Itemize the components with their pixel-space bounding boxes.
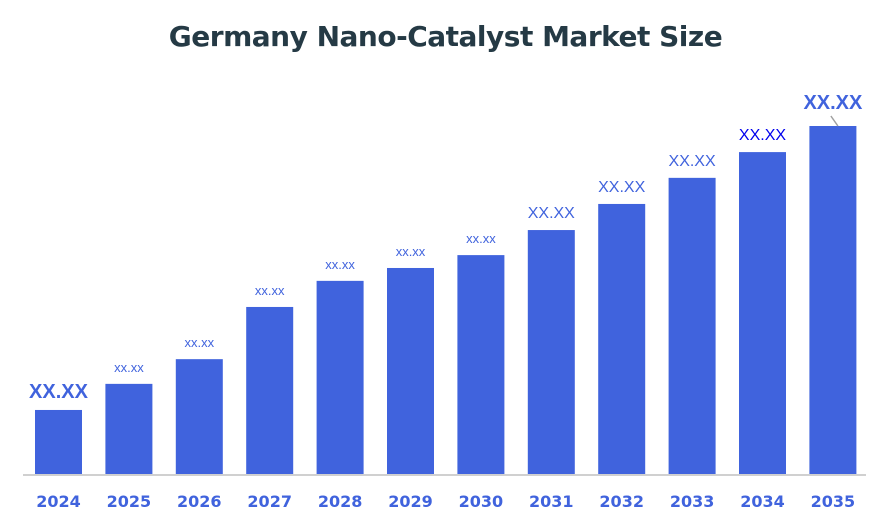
- x-tick-label-2033: 2033: [670, 492, 715, 511]
- x-tick-label-2032: 2032: [599, 492, 644, 511]
- x-tick-label-2027: 2027: [247, 492, 292, 511]
- data-label-2024: XX.XX: [29, 381, 89, 403]
- data-label-2028: xx.xx: [325, 257, 355, 272]
- data-label-2027: xx.xx: [255, 283, 285, 298]
- data-label-2035: XX.XX: [803, 92, 863, 114]
- bar-2025: [105, 383, 153, 474]
- bar-2030: [457, 255, 505, 474]
- leader-line: [830, 115, 839, 127]
- x-tick-label-2035: 2035: [811, 492, 856, 511]
- data-label-2026: xx.xx: [184, 335, 214, 350]
- x-tick-label-2025: 2025: [107, 492, 152, 511]
- data-label-2032: XX.XX: [598, 179, 645, 196]
- x-tick-label-2028: 2028: [318, 492, 363, 511]
- x-tick-label-2026: 2026: [177, 492, 222, 511]
- x-tick-label-2030: 2030: [459, 492, 504, 511]
- x-tick-label-2031: 2031: [529, 492, 574, 511]
- bar-2026: [175, 359, 223, 474]
- bar-2031: [527, 230, 575, 474]
- data-label-2029: xx.xx: [396, 244, 426, 259]
- chart-title: Germany Nano-Catalyst Market Size: [168, 20, 723, 53]
- bar-2027: [246, 306, 294, 474]
- bar-2029: [387, 267, 434, 474]
- x-tick-label-2029: 2029: [388, 492, 433, 511]
- bar-2035: [809, 126, 857, 474]
- bar-2028: [316, 280, 364, 474]
- bar-2032: [598, 203, 646, 474]
- bar-2024: [35, 409, 82, 474]
- data-label-2034: XX.XX: [739, 127, 786, 144]
- x-tick-label-2024: 2024: [36, 492, 81, 511]
- data-label-2025: xx.xx: [114, 360, 144, 375]
- bar-2034: [739, 152, 786, 474]
- bar-2033: [668, 177, 716, 475]
- data-label-2030: xx.xx: [466, 231, 496, 246]
- data-label-2031: XX.XX: [528, 205, 575, 222]
- data-label-2033: XX.XX: [669, 153, 716, 170]
- x-tick-label-2034: 2034: [740, 492, 785, 511]
